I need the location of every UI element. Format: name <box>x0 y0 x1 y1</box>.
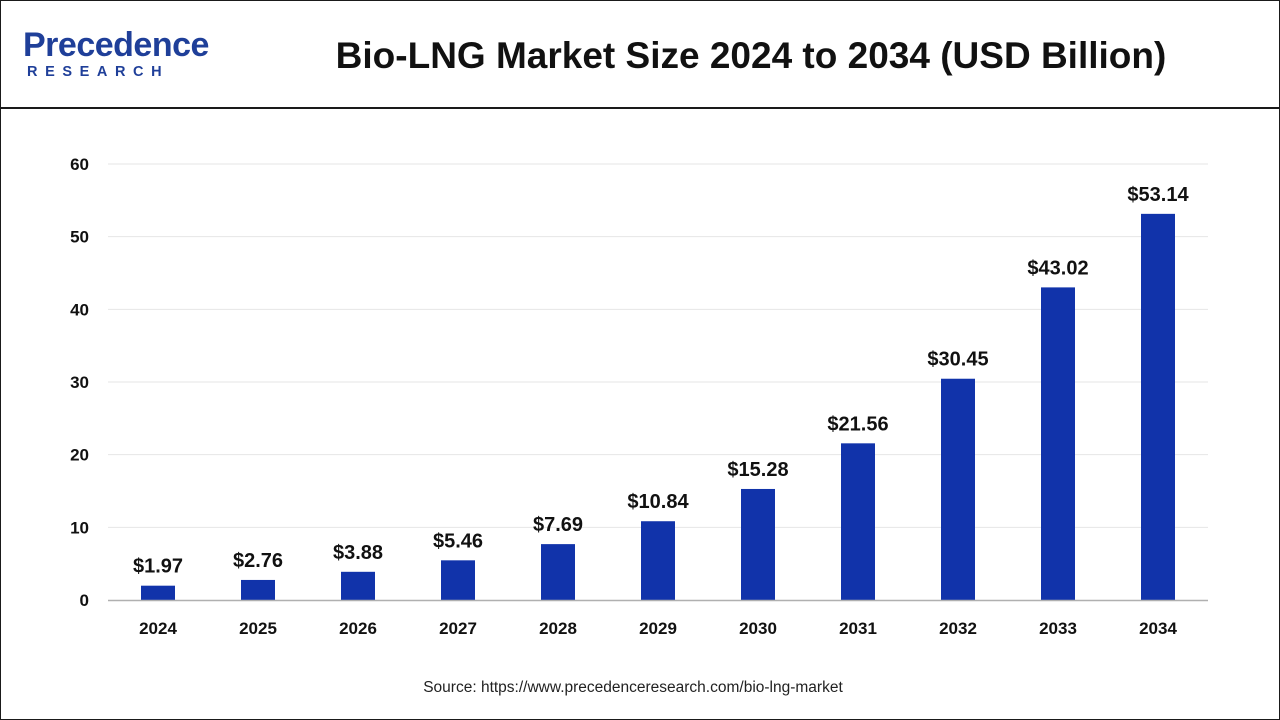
data-label: $10.84 <box>627 491 689 513</box>
bar-2033 <box>1041 287 1075 600</box>
data-label: $7.69 <box>533 514 583 536</box>
bar-2028 <box>541 544 575 600</box>
x-tick-label: 2026 <box>339 619 377 638</box>
data-label: $53.14 <box>1127 184 1189 206</box>
data-labels: $1.97 $2.76 $3.88 $5.46 $7.69 $10.84 $15.28 $21… <box>133 184 1189 578</box>
data-label: $3.88 <box>333 542 383 564</box>
bar-2031 <box>841 443 875 600</box>
y-tick-label: 0 <box>80 591 89 610</box>
x-tick-label: 2024 <box>139 619 177 638</box>
data-label: $30.45 <box>927 349 988 371</box>
bar-2029 <box>641 521 675 600</box>
brand-logo: Precedence RESEARCH <box>23 25 213 85</box>
data-label: $21.56 <box>827 413 888 435</box>
data-label: $5.46 <box>433 530 483 552</box>
x-tick-label: 2027 <box>439 619 477 638</box>
x-tick-label: 2033 <box>1039 619 1077 638</box>
x-tick-label: 2028 <box>539 619 577 638</box>
bar-2025 <box>241 579 275 600</box>
bars <box>141 213 1175 600</box>
chart-title: Bio-LNG Market Size 2024 to 2034 (USD Bi… <box>335 35 1167 76</box>
header: Precedence RESEARCH Bio-LNG Market Size … <box>1 1 1279 109</box>
y-tick-label: 60 <box>70 155 89 174</box>
bar-2027 <box>441 560 475 600</box>
brand-name: Precedence <box>23 26 209 64</box>
bar-2032 <box>941 378 975 600</box>
y-tick-label: 30 <box>70 373 89 392</box>
y-tick-label: 50 <box>70 228 89 247</box>
data-label: $43.02 <box>1027 257 1088 279</box>
x-tick-label: 2034 <box>1139 619 1177 638</box>
y-tick-label: 20 <box>70 446 89 465</box>
x-tick-label: 2025 <box>239 619 277 638</box>
data-label: $1.97 <box>133 556 183 578</box>
y-tick-label: 40 <box>70 300 89 319</box>
x-axis-ticks: 2024 2025 2026 2027 2028 2029 2030 2031 2032 2033… <box>139 619 1177 638</box>
bar-2030 <box>741 488 775 600</box>
bar-2034 <box>1141 213 1175 600</box>
x-tick-label: 2030 <box>739 619 777 638</box>
x-tick-label: 2031 <box>839 619 877 638</box>
data-label: $15.28 <box>727 459 788 481</box>
bar-2026 <box>341 571 375 600</box>
y-axis-ticks: 0 10 20 30 40 50 60 <box>70 155 89 610</box>
bar-2024 <box>141 585 175 600</box>
source-note: Source: https://www.precedenceresearch.c… <box>423 679 843 696</box>
data-label: $2.76 <box>233 550 283 572</box>
brand-sub: RESEARCH <box>27 64 170 80</box>
y-tick-label: 10 <box>70 518 89 537</box>
x-tick-label: 2032 <box>939 619 977 638</box>
x-tick-label: 2029 <box>639 619 677 638</box>
